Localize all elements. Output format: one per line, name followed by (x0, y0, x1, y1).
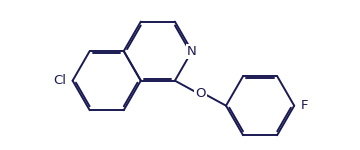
Text: Cl: Cl (54, 74, 67, 87)
Text: F: F (300, 99, 308, 112)
Text: O: O (195, 87, 206, 100)
Text: N: N (187, 45, 197, 58)
